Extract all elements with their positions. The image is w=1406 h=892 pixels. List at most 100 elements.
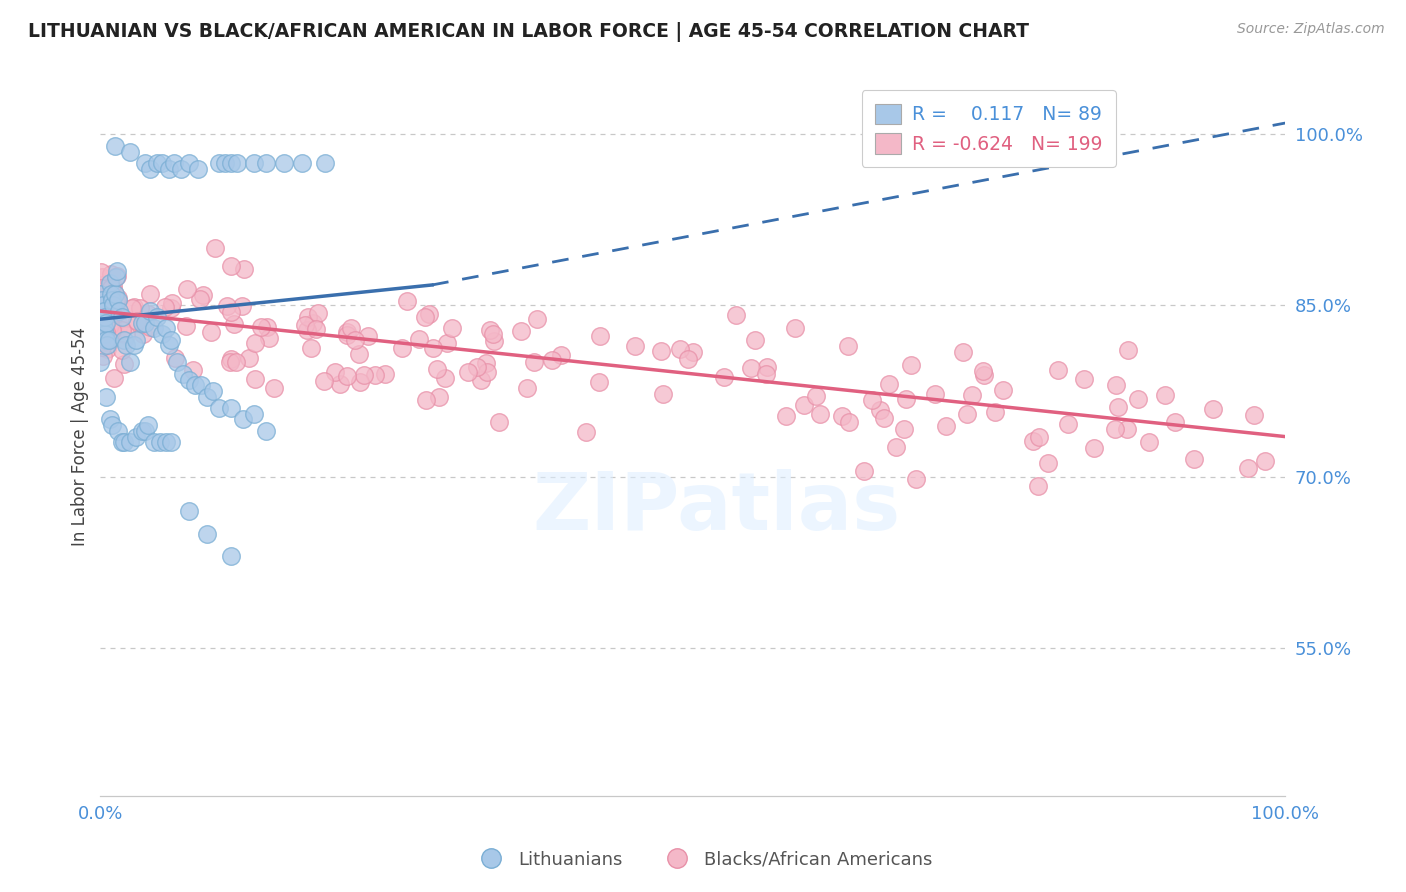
Point — [110, 343, 132, 358]
Point — [160, 296, 183, 310]
Point — [793, 398, 815, 412]
Point — [1126, 392, 1149, 406]
Point — [297, 310, 319, 325]
Point — [90, 340, 112, 354]
Point — [231, 412, 253, 426]
Point — [98, 296, 121, 310]
Point — [93, 312, 115, 326]
Point — [804, 389, 827, 403]
Point — [90, 295, 112, 310]
Point — [90, 265, 112, 279]
Point — [238, 351, 260, 365]
Point — [91, 280, 114, 294]
Point — [225, 355, 247, 369]
Point — [219, 352, 242, 367]
Point — [215, 300, 238, 314]
Point — [93, 295, 115, 310]
Point — [90, 293, 112, 307]
Point — [136, 307, 159, 321]
Point — [263, 381, 285, 395]
Point — [114, 328, 136, 343]
Point — [1116, 343, 1139, 358]
Point — [201, 384, 224, 398]
Point — [740, 360, 762, 375]
Point — [415, 310, 437, 324]
Point — [139, 304, 162, 318]
Point — [307, 306, 329, 320]
Point — [98, 318, 121, 332]
Point — [470, 373, 492, 387]
Point — [107, 424, 129, 438]
Point — [139, 286, 162, 301]
Point — [112, 435, 135, 450]
Point — [1202, 401, 1225, 416]
Point — [163, 156, 186, 170]
Point — [808, 408, 831, 422]
Point — [652, 387, 675, 401]
Point — [125, 314, 148, 328]
Point — [973, 368, 995, 382]
Point — [474, 356, 496, 370]
Point — [478, 323, 501, 337]
Point — [295, 323, 318, 337]
Point — [181, 363, 204, 377]
Point — [155, 435, 177, 450]
Point — [115, 338, 138, 352]
Point — [329, 377, 352, 392]
Point — [1107, 401, 1129, 415]
Point — [90, 302, 112, 317]
Point — [103, 323, 125, 337]
Point — [190, 378, 212, 392]
Point — [225, 156, 247, 170]
Point — [588, 376, 610, 390]
Point — [89, 287, 111, 301]
Point — [96, 333, 118, 347]
Legend: Lithuanians, Blacks/African Americans: Lithuanians, Blacks/African Americans — [467, 844, 939, 876]
Point — [364, 368, 387, 383]
Point — [153, 301, 176, 315]
Point — [125, 429, 148, 443]
Point — [104, 293, 127, 307]
Point — [129, 301, 152, 316]
Point — [91, 296, 114, 310]
Point — [457, 365, 479, 379]
Point — [96, 316, 118, 330]
Point — [1154, 388, 1177, 402]
Point — [713, 370, 735, 384]
Point — [245, 372, 267, 386]
Point — [755, 367, 778, 381]
Point — [993, 384, 1015, 398]
Point — [650, 344, 672, 359]
Point — [952, 344, 974, 359]
Point — [93, 315, 115, 329]
Point — [219, 305, 242, 319]
Point — [516, 381, 538, 395]
Point — [105, 264, 128, 278]
Point — [90, 310, 112, 324]
Point — [214, 156, 236, 170]
Point — [103, 139, 125, 153]
Point — [231, 299, 253, 313]
Point — [541, 352, 564, 367]
Point — [299, 341, 322, 355]
Point — [149, 435, 172, 450]
Point — [725, 308, 748, 322]
Point — [139, 319, 162, 334]
Point — [744, 333, 766, 347]
Point — [339, 321, 361, 335]
Point — [89, 355, 111, 369]
Point — [155, 321, 177, 335]
Point — [139, 161, 162, 176]
Point — [831, 409, 853, 423]
Point — [134, 424, 156, 438]
Point — [1105, 378, 1128, 392]
Point — [179, 156, 201, 170]
Point — [176, 282, 198, 296]
Point — [159, 301, 181, 316]
Point — [118, 355, 141, 369]
Point — [254, 156, 277, 170]
Point — [118, 145, 141, 159]
Point — [1236, 460, 1258, 475]
Point — [172, 367, 194, 381]
Point — [111, 435, 134, 450]
